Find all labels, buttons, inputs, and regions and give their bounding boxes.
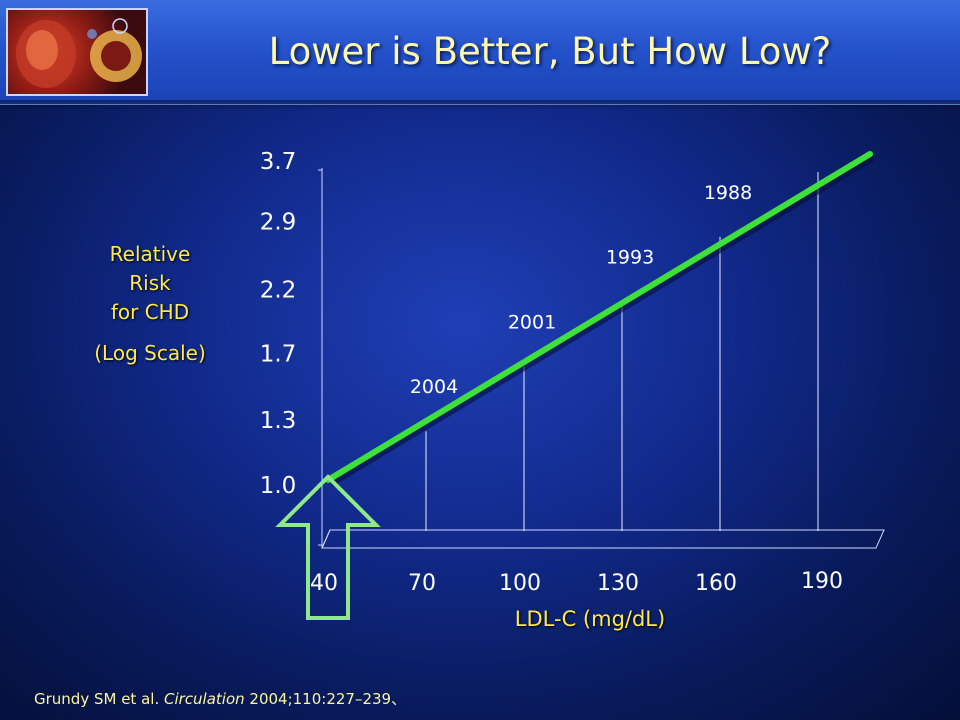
x-tick-label: 100: [499, 571, 541, 596]
y-axis-title-line-1: Relative: [109, 242, 191, 266]
trend-line: [325, 151, 873, 483]
title-bar: [0, 0, 960, 105]
y-tick-label: 2.9: [260, 209, 297, 235]
y-tick-label: 3.7: [260, 149, 297, 175]
y-tick-label: 1.0: [260, 473, 297, 499]
citation-reference: 2004;110:227–239、: [244, 690, 407, 708]
x-tick-label: 40: [310, 571, 338, 596]
citation-journal: Circulation: [163, 690, 245, 708]
x-tick-label: 130: [597, 571, 639, 596]
up-arrow-icon: [275, 474, 381, 620]
citation: Grundy SM et al. Circulation 2004;110:22…: [34, 688, 734, 709]
trend-line-shadow: [329, 155, 875, 487]
guideline-year-label: 2004: [410, 376, 458, 398]
x-tick-label: 70: [408, 571, 436, 596]
y-axis-title: Relative Risk for CHD (Log Scale): [50, 240, 250, 368]
y-tick-label: 1.3: [260, 408, 297, 434]
y-tick-label: 2.2: [260, 278, 297, 304]
heart-artery-logo-image: [6, 8, 148, 96]
x-axis-floor-edge: [321, 529, 331, 549]
x-tick-label: 160: [695, 571, 737, 596]
title-bar-shadow: [0, 100, 960, 110]
y-axis-title-line-3: for CHD: [110, 300, 190, 324]
guideline-year-label: 1993: [606, 247, 654, 269]
y-tick-label: 1.7: [260, 342, 297, 368]
y-axis-title-line-2: Risk: [129, 271, 171, 295]
slide-title: Lower is Better, But How Low?: [268, 30, 832, 73]
y-axis-scale-note: (Log Scale): [94, 341, 206, 365]
citation-authors: Grundy SM et al.: [34, 690, 164, 708]
x-axis-title: LDL-C (mg/dL): [514, 607, 666, 631]
x-axis-floor: [321, 529, 885, 549]
guideline-year-label: 2001: [508, 311, 556, 333]
x-tick-label: 190: [801, 569, 843, 594]
guideline-year-label: 1988: [704, 182, 752, 204]
